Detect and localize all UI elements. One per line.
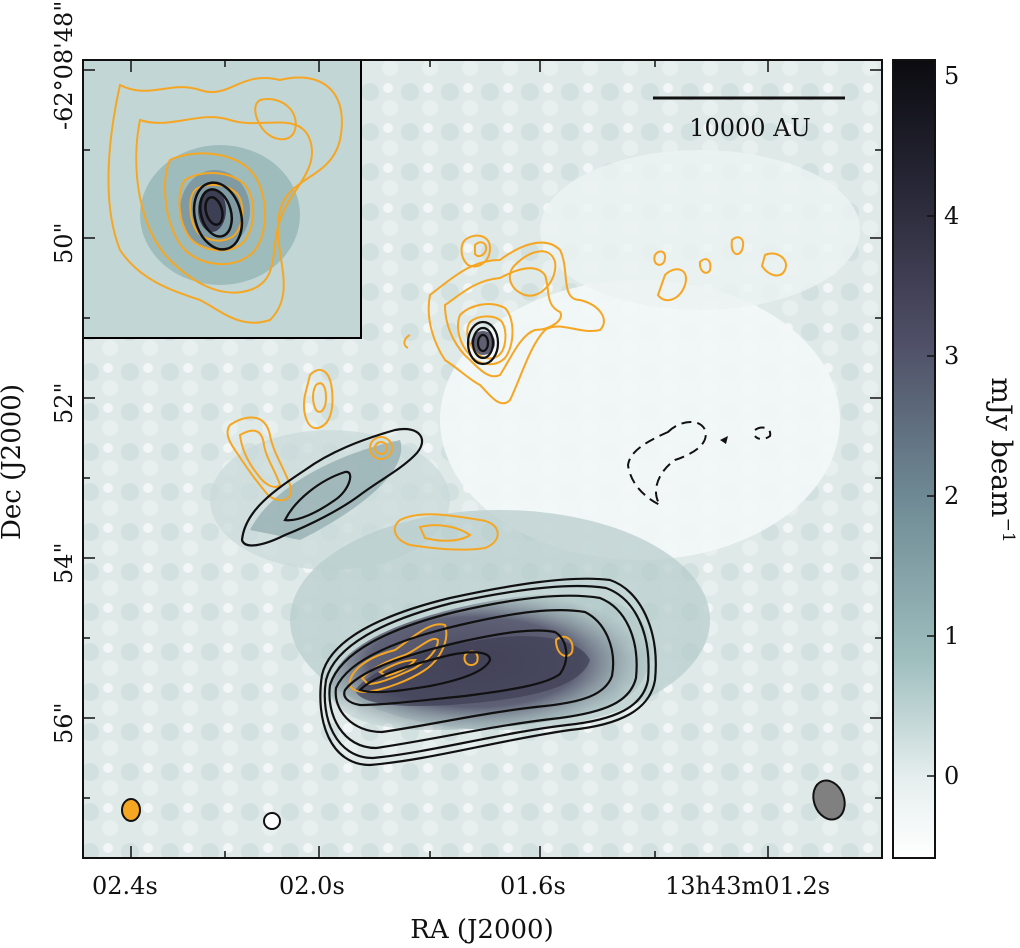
y-tick-label: 56": [50, 702, 78, 744]
colorbar-label: mJy beam−1: [985, 377, 1018, 542]
orange-beam: [121, 798, 141, 822]
x-tick-label: 13h43m01.2s: [665, 872, 830, 900]
orange-contours: [226, 234, 787, 694]
colorbar-tick: 1: [944, 622, 959, 650]
colorbar-tick: 0: [944, 762, 959, 790]
y-tick-label: -62°08'48": [50, 1, 78, 130]
y-tick-label: 52": [50, 382, 78, 424]
black-contours: [240, 320, 657, 767]
small-dot: [720, 436, 728, 444]
inset-panel: [82, 59, 362, 339]
black-beam: [263, 812, 281, 830]
colorbar-tick: 5: [944, 62, 959, 90]
colorbar-tick: 2: [944, 482, 959, 510]
negative-contours: [626, 421, 772, 508]
y-tick-label: 54": [50, 542, 78, 584]
x-tick-label: 01.6s: [500, 872, 566, 900]
x-tick-label: 02.0s: [279, 872, 345, 900]
colorbar-tick: 4: [944, 202, 959, 230]
y-axis-label: Dec (J2000): [0, 384, 27, 540]
colorbar: 5 4 3 2 1 0: [892, 59, 959, 859]
x-tick-label: 02.4s: [92, 872, 158, 900]
image-panel: [83, 60, 882, 858]
colorbar-tick: 3: [944, 342, 959, 370]
plot-frame: [82, 59, 883, 859]
gray-beam: [812, 779, 846, 821]
axis-ticks: [83, 60, 882, 858]
scale-bar-label: 10000 AU: [689, 114, 811, 142]
x-axis-label: RA (J2000): [410, 915, 554, 944]
y-tick-label: 50": [50, 222, 78, 264]
